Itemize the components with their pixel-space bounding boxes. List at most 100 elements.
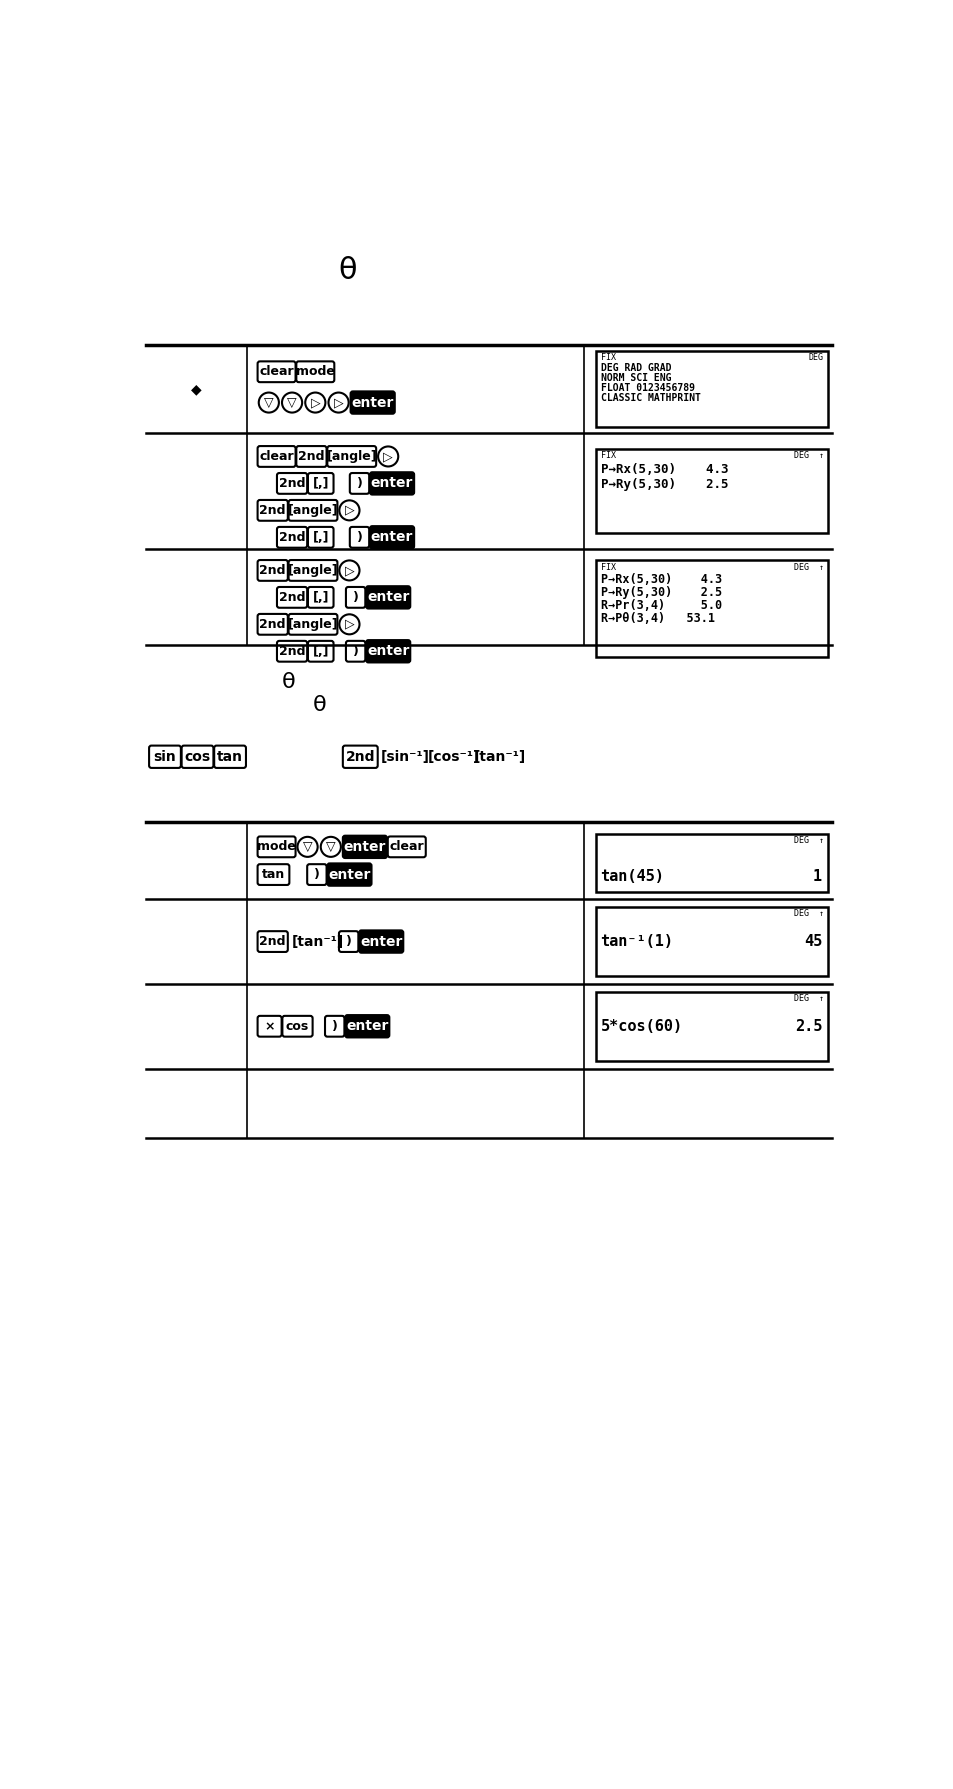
Bar	[596, 834, 827, 891]
FancyBboxPatch shape	[387, 837, 425, 857]
Text: enter: enter	[359, 934, 402, 948]
Text: tan(45): tan(45)	[599, 869, 663, 884]
Text: FIX: FIX	[599, 352, 615, 363]
FancyBboxPatch shape	[350, 392, 395, 413]
FancyBboxPatch shape	[370, 472, 414, 494]
FancyBboxPatch shape	[338, 930, 358, 952]
Text: DEG  ↑: DEG ↑	[793, 564, 822, 572]
FancyBboxPatch shape	[257, 361, 295, 383]
Text: cos: cos	[286, 1020, 309, 1032]
Text: clear: clear	[259, 451, 294, 463]
Text: enter: enter	[367, 644, 409, 658]
FancyBboxPatch shape	[289, 499, 337, 521]
Text: ): )	[345, 936, 352, 948]
Text: ▷: ▷	[310, 395, 320, 410]
Text: NORM SCI ENG: NORM SCI ENG	[599, 372, 670, 383]
FancyBboxPatch shape	[257, 1016, 281, 1036]
FancyBboxPatch shape	[327, 864, 371, 886]
FancyBboxPatch shape	[296, 445, 326, 467]
FancyBboxPatch shape	[350, 528, 369, 547]
Text: 2nd: 2nd	[298, 451, 324, 463]
Text: ): )	[314, 868, 319, 880]
Circle shape	[258, 392, 278, 413]
FancyBboxPatch shape	[257, 499, 288, 521]
FancyBboxPatch shape	[257, 614, 288, 635]
Text: ×: ×	[264, 1020, 274, 1032]
Text: tan⁻¹(1): tan⁻¹(1)	[599, 934, 673, 948]
Text: enter: enter	[351, 395, 394, 410]
FancyBboxPatch shape	[346, 640, 365, 662]
Bar	[596, 907, 827, 977]
FancyBboxPatch shape	[257, 445, 295, 467]
Text: P→Rx(5,30)    4.3: P→Rx(5,30) 4.3	[599, 572, 720, 585]
Text: 2nd: 2nd	[278, 590, 305, 605]
Text: [tan⁻¹]: [tan⁻¹]	[474, 750, 526, 764]
FancyBboxPatch shape	[325, 1016, 344, 1036]
Text: ◆: ◆	[192, 383, 202, 395]
FancyBboxPatch shape	[345, 1014, 389, 1038]
FancyBboxPatch shape	[308, 587, 334, 608]
Text: [angle]: [angle]	[288, 504, 338, 517]
Text: tan: tan	[261, 868, 285, 880]
Circle shape	[339, 614, 359, 635]
Text: P→Ry(5,30)    2.5: P→Ry(5,30) 2.5	[599, 478, 727, 490]
Text: ▽: ▽	[287, 395, 296, 410]
Text: [cos⁻¹]: [cos⁻¹]	[427, 750, 479, 764]
FancyBboxPatch shape	[276, 587, 307, 608]
Text: FIX: FIX	[599, 564, 615, 572]
Text: ▽: ▽	[326, 841, 335, 853]
Text: FIX: FIX	[599, 451, 615, 460]
Text: θ: θ	[338, 256, 356, 284]
FancyBboxPatch shape	[214, 746, 246, 767]
Text: enter: enter	[343, 839, 386, 853]
FancyBboxPatch shape	[366, 587, 410, 608]
Text: DEG: DEG	[808, 352, 822, 363]
FancyBboxPatch shape	[308, 528, 334, 547]
Text: θ: θ	[282, 673, 295, 692]
FancyBboxPatch shape	[276, 528, 307, 547]
Bar	[596, 351, 827, 428]
FancyBboxPatch shape	[346, 587, 365, 608]
FancyBboxPatch shape	[181, 746, 213, 767]
FancyBboxPatch shape	[149, 746, 181, 767]
Text: ): )	[356, 478, 362, 490]
Text: θ: θ	[313, 696, 327, 716]
FancyBboxPatch shape	[289, 560, 337, 581]
FancyBboxPatch shape	[370, 526, 414, 549]
Text: enter: enter	[328, 868, 370, 882]
Text: 1: 1	[812, 869, 821, 884]
Text: ): )	[353, 590, 358, 605]
FancyBboxPatch shape	[350, 472, 369, 494]
Circle shape	[339, 501, 359, 521]
FancyBboxPatch shape	[276, 472, 307, 494]
Text: R→Pθ(3,4)   53.1: R→Pθ(3,4) 53.1	[599, 612, 714, 624]
Text: enter: enter	[371, 476, 413, 490]
FancyBboxPatch shape	[276, 640, 307, 662]
Text: enter: enter	[371, 530, 413, 544]
Text: FLOAT 0123456789: FLOAT 0123456789	[599, 383, 694, 392]
FancyBboxPatch shape	[308, 472, 334, 494]
Text: ▽: ▽	[264, 395, 274, 410]
Text: [,]: [,]	[313, 590, 329, 605]
Text: ▷: ▷	[344, 564, 354, 576]
FancyBboxPatch shape	[257, 930, 288, 952]
Text: ▷: ▷	[383, 451, 393, 463]
Text: mode: mode	[295, 365, 335, 377]
FancyBboxPatch shape	[289, 614, 337, 635]
FancyBboxPatch shape	[308, 640, 334, 662]
Circle shape	[320, 837, 340, 857]
FancyBboxPatch shape	[366, 640, 410, 662]
Text: [angle]: [angle]	[288, 564, 338, 576]
Text: [tan⁻¹]: [tan⁻¹]	[291, 934, 343, 948]
Text: ▽: ▽	[302, 841, 312, 853]
Text: DEG  ↑: DEG ↑	[793, 451, 822, 460]
Circle shape	[297, 837, 317, 857]
Text: 5*cos(60): 5*cos(60)	[599, 1018, 682, 1034]
FancyBboxPatch shape	[282, 1016, 313, 1036]
Text: enter: enter	[346, 1020, 388, 1034]
Text: enter: enter	[367, 590, 409, 605]
Text: [sin⁻¹]: [sin⁻¹]	[381, 750, 430, 764]
FancyBboxPatch shape	[327, 445, 375, 467]
Text: ): )	[353, 644, 358, 658]
Text: 2nd: 2nd	[259, 504, 286, 517]
